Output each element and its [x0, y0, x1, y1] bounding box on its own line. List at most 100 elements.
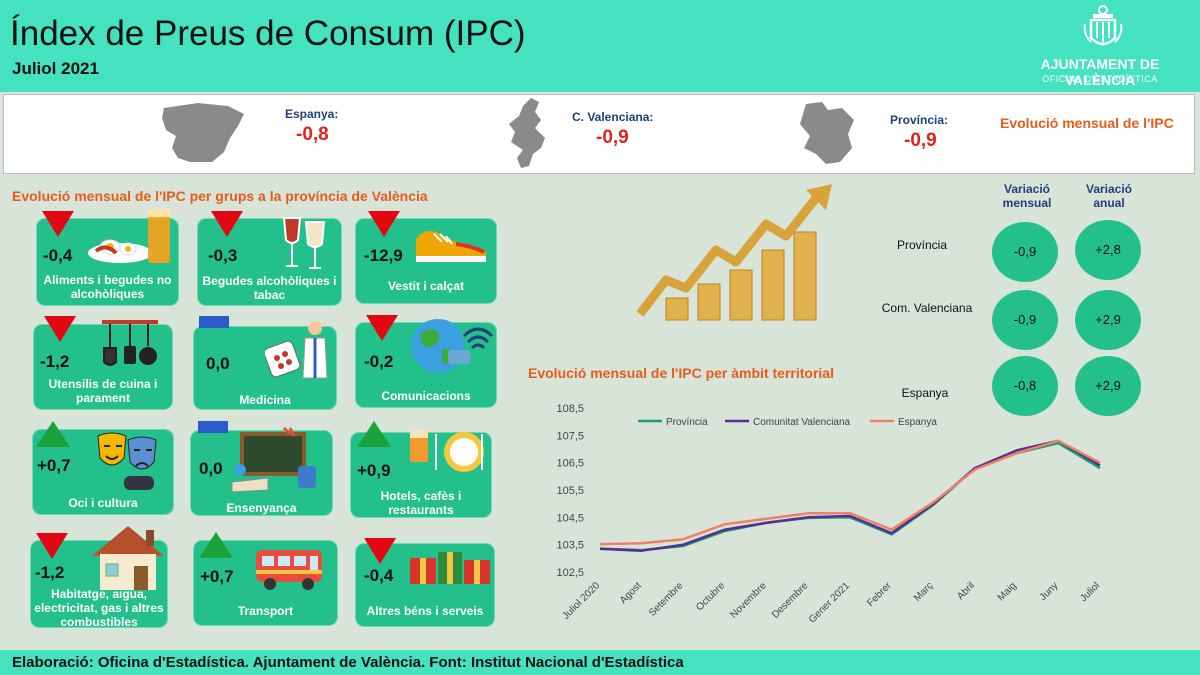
doctor-icon — [265, 321, 328, 379]
group-value: +0,7 — [200, 567, 234, 586]
cvalenciana-value: -0,9 — [596, 127, 629, 148]
x-tick-label: Juliol 2020 — [561, 580, 603, 622]
ipc-line-chart: 108,5107,5106,5105,5104,5103,5102,5Julio… — [556, 403, 1102, 625]
x-tick-label: Juliol — [1078, 580, 1102, 604]
house-icon — [92, 526, 164, 590]
trend-up-icon — [36, 421, 70, 447]
espanya-label: Espanya: — [285, 107, 339, 121]
footer-bar: Elaboració: Oficina d'Estadística. Ajunt… — [0, 650, 1200, 675]
header-bar: Índex de Preus de Consum (IPC) Juliol 20… — [0, 0, 1200, 92]
groups-section-title: Evolució mensual de l'IPC per grups a la… — [12, 188, 428, 204]
group-value: -0,2 — [364, 352, 394, 371]
y-tick-label: 103,5 — [556, 540, 584, 552]
kitchen-utensils-icon — [102, 320, 158, 366]
trend-up-icon — [357, 421, 391, 447]
group-label: Vestit i calçat — [387, 279, 465, 293]
x-tick-label: Gener 2021 — [807, 580, 852, 625]
logo-subtitle: OFICINA D'ESTADÍSTICA — [1042, 74, 1158, 84]
series-line — [599, 441, 1101, 552]
trend-flat-icon — [199, 316, 229, 328]
plate-icon — [410, 430, 484, 472]
group-value: +0,9 — [357, 461, 391, 480]
group-label: Aliments i begudes no alcohòliques — [43, 273, 172, 301]
x-tick-label: Novembre — [728, 580, 769, 621]
wine-icon — [282, 217, 326, 269]
row-label-provincia: Província — [896, 238, 948, 252]
monthly-evolution-title: Evolució mensual de l'IPC — [1000, 115, 1174, 131]
group-value: -1,2 — [40, 352, 70, 371]
provincia-label: Província: — [890, 113, 949, 127]
group-value: 0,0 — [206, 354, 230, 373]
trend-up-icon — [199, 532, 233, 558]
x-tick-label: Març — [912, 580, 936, 604]
bubble-provincia-anual: +2,8 — [1075, 220, 1141, 280]
y-tick-label: 106,5 — [556, 458, 584, 470]
bubble-espanya-mensual: -0,8 — [992, 356, 1058, 416]
group-label: Hotels, cafès i restaurants — [380, 489, 462, 517]
col-head-anual: Variació anual — [1085, 182, 1133, 210]
x-tick-label: Maig — [996, 580, 1019, 603]
group-value: -1,2 — [35, 563, 65, 582]
espanya-value: -0,8 — [296, 124, 329, 145]
coat-of-arms-icon — [1083, 5, 1123, 46]
trend-down-icon — [42, 211, 74, 237]
y-tick-label: 104,5 — [556, 512, 584, 524]
x-tick-label: Abril — [955, 580, 977, 602]
trend-down-icon — [366, 315, 398, 341]
bus-icon — [256, 550, 322, 590]
trend-down-icon — [368, 211, 400, 237]
x-tick-label: Desembre — [770, 580, 811, 621]
provincia-value: -0,9 — [904, 130, 937, 151]
x-tick-label: Febrer — [865, 580, 894, 609]
page-subtitle: Juliol 2021 — [12, 59, 99, 78]
city-council-logo: AJUNTAMENT DE VALÈNCIA OFICINA D'ESTADÍS… — [1005, 4, 1195, 88]
x-tick-label: Octubre — [694, 580, 727, 613]
group-value: -0,3 — [208, 246, 238, 265]
bubble-cvalenciana-mensual: -0,9 — [992, 290, 1058, 350]
trend-down-icon — [36, 533, 68, 559]
y-tick-label: 107,5 — [556, 430, 584, 442]
x-tick-label: Agost — [618, 580, 644, 606]
chart-section-title: Evolució mensual de l'IPC per àmbit terr… — [528, 365, 834, 381]
group-label: Comunicacions — [381, 389, 471, 403]
y-tick-label: 105,5 — [556, 485, 584, 497]
x-tick-label: Juny — [1038, 580, 1061, 603]
group-label: Begudes alcohòliques i tabac — [202, 274, 337, 302]
group-label: Habitatge, aigua, electricitat, gas i al… — [34, 587, 164, 629]
cvalenciana-label: C. Valenciana: — [572, 110, 654, 124]
trend-down-icon — [211, 211, 243, 237]
y-tick-label: 108,5 — [556, 403, 584, 415]
trend-flat-icon — [198, 421, 228, 433]
row-label-cvalenciana: Com. Valenciana — [881, 301, 973, 315]
group-value: +0,7 — [37, 456, 71, 475]
row-label-espanya: Espanya — [901, 386, 949, 400]
group-card-other: -0,4 Altres béns i serveis — [355, 543, 495, 627]
bubble-espanya-anual: +2,9 — [1075, 356, 1141, 416]
group-label: Oci i cultura — [68, 496, 138, 510]
legend-label: Espanya — [898, 417, 937, 428]
bubble-provincia-mensual: -0,9 — [992, 222, 1058, 282]
footer-text: Elaboració: Oficina d'Estadística. Ajunt… — [12, 654, 684, 671]
province-map-icon — [800, 102, 854, 164]
group-label: Utensilis de cuina i parament — [48, 377, 158, 405]
gift-icon — [410, 552, 490, 584]
group-value: 0,0 — [199, 459, 223, 478]
logo-name: AJUNTAMENT DE VALÈNCIA — [1040, 56, 1160, 88]
series-line — [599, 439, 1101, 552]
group-label: Transport — [237, 604, 294, 618]
theatre-masks-icon — [97, 432, 157, 490]
shoe-icon — [416, 231, 486, 262]
group-value: -0,4 — [364, 566, 394, 585]
y-tick-label: 102,5 — [556, 567, 584, 579]
coins-growth-illustration — [636, 184, 832, 321]
food-icon — [88, 209, 170, 263]
legend-label: Comunitat Valenciana — [753, 417, 851, 428]
x-tick-label: Setembre — [647, 580, 686, 619]
group-label: Altres béns i serveis — [366, 604, 484, 618]
valencian-community-map-icon — [509, 98, 545, 168]
blackboard-icon — [231, 426, 316, 493]
globe-icon — [411, 319, 494, 373]
group-value: -12,9 — [364, 246, 403, 265]
trend-down-icon — [364, 538, 396, 564]
group-label: Ensenyança — [226, 501, 297, 515]
